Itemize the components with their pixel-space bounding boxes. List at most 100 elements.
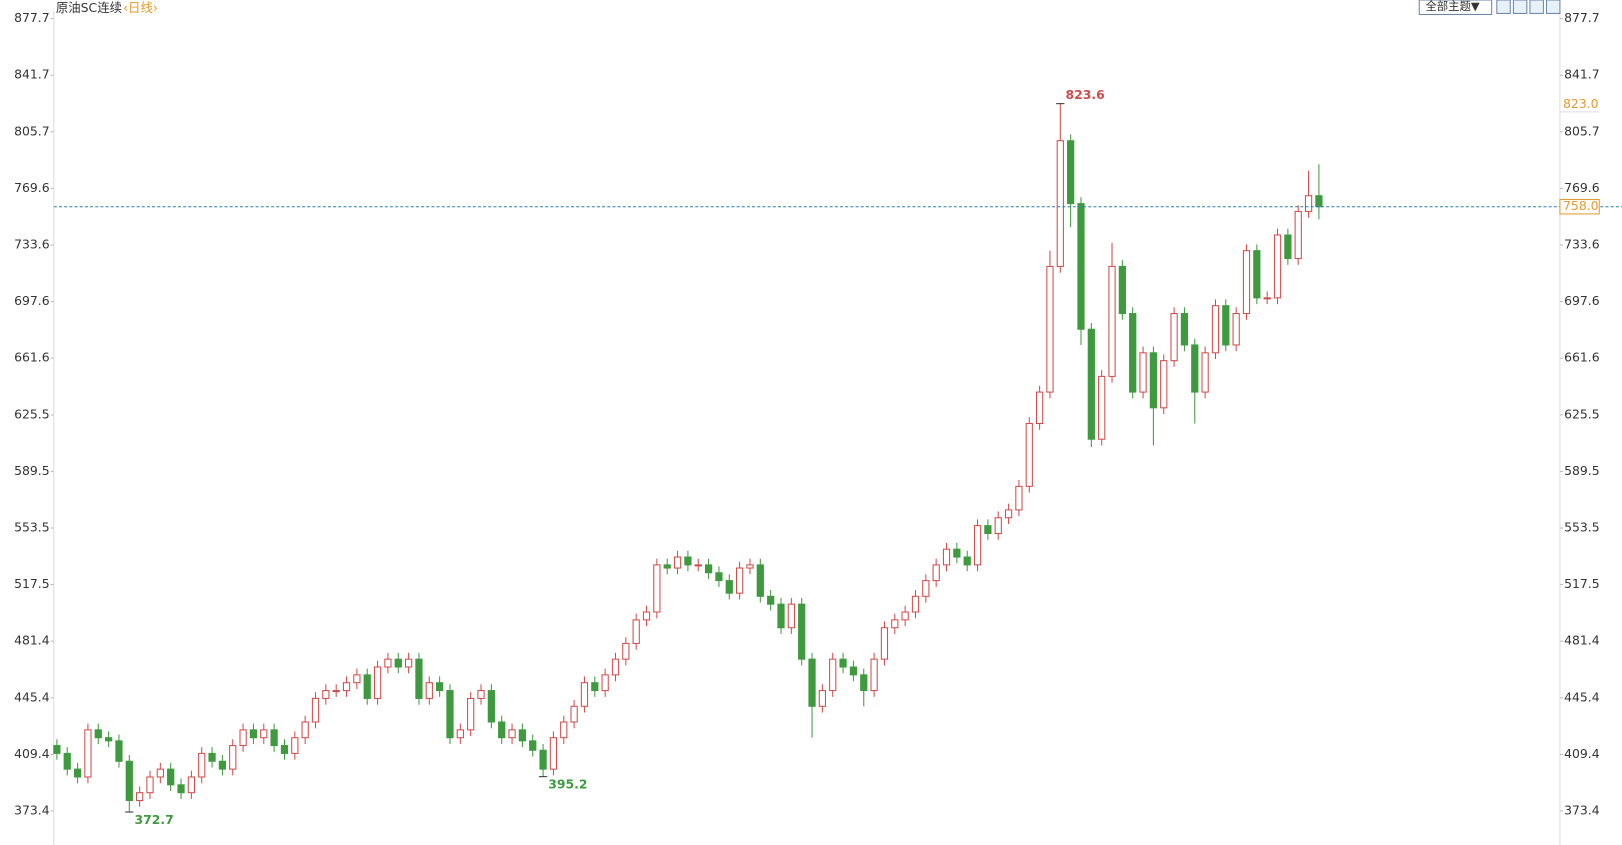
candle-body	[84, 729, 92, 778]
candle-body	[53, 745, 61, 754]
candle-body	[63, 752, 71, 770]
candle-body	[715, 572, 723, 582]
candle-body	[467, 697, 475, 731]
extreme-label: 823.6	[1065, 87, 1104, 102]
candle-body	[415, 658, 423, 699]
y-tick-label-right: 373.4	[1564, 802, 1600, 817]
price-label: 758.0	[1563, 198, 1599, 213]
extreme-label: 372.7	[134, 812, 173, 827]
candle-body	[1118, 265, 1126, 315]
candle-body	[1077, 203, 1085, 330]
candle-body	[736, 567, 744, 594]
y-tick-label: 805.7	[14, 123, 50, 138]
tool-icon[interactable]	[1529, 0, 1544, 14]
candle-body	[880, 627, 889, 660]
candle-body	[1304, 195, 1313, 212]
candle-body	[891, 619, 899, 629]
candle-body	[301, 721, 309, 739]
candle-body	[136, 792, 144, 802]
theme-button[interactable]	[1418, 0, 1493, 15]
y-tick-label-right: 805.7	[1564, 123, 1600, 138]
y-tick-label: 625.5	[14, 406, 50, 421]
candle-body	[746, 564, 754, 569]
candle-body	[1294, 210, 1302, 260]
candle-body	[270, 729, 278, 747]
candle-body	[1087, 328, 1095, 440]
y-tick-label-right: 625.5	[1564, 406, 1600, 421]
candle-body	[1149, 352, 1158, 409]
tool-icon[interactable]	[1545, 0, 1561, 14]
y-tick-label-right: 661.6	[1564, 350, 1600, 365]
candle-body	[518, 729, 527, 742]
tool-icon[interactable]	[1496, 0, 1511, 14]
candle-body	[249, 729, 258, 739]
candle-body	[363, 674, 371, 699]
y-tick-label: 877.7	[14, 10, 50, 25]
candle-body	[384, 658, 392, 668]
candle-body	[342, 682, 351, 692]
candle-body	[1191, 344, 1199, 393]
candle-body	[322, 690, 330, 699]
candle-body	[787, 603, 795, 629]
y-tick-label-right: 697.6	[1564, 293, 1600, 308]
candle-body	[115, 740, 123, 762]
candle-body	[860, 674, 868, 692]
candle-body	[839, 658, 847, 668]
candle-body	[208, 752, 216, 762]
candle-body	[994, 517, 1002, 534]
candle-body	[1315, 195, 1323, 208]
candle-body	[942, 548, 951, 566]
candle-body	[911, 595, 920, 613]
candle-body	[560, 721, 568, 739]
y-tick-label-right: 841.7	[1564, 67, 1600, 82]
candle-body	[218, 760, 227, 770]
candle-body	[1180, 313, 1189, 346]
candle-body	[1242, 250, 1251, 315]
y-tick-label-right: 517.5	[1564, 576, 1600, 591]
candle-body	[1201, 352, 1209, 393]
candle-body	[953, 548, 961, 558]
candle-body	[260, 729, 268, 739]
candle-body	[373, 666, 382, 699]
y-tick-label-right: 445.4	[1564, 689, 1600, 704]
candle-body	[870, 658, 878, 692]
y-tick-label-right: 733.6	[1564, 237, 1600, 252]
period-label: ‹日线›	[123, 0, 158, 15]
y-tick-label: 841.7	[14, 67, 50, 82]
candle-body	[156, 768, 164, 778]
y-tick-label: 409.4	[14, 746, 50, 761]
candle-body	[187, 776, 195, 794]
extreme-label: 395.2	[548, 776, 587, 791]
candle-body	[1211, 305, 1220, 354]
candle-body	[177, 784, 185, 794]
candle-body	[1160, 360, 1168, 409]
candle-body	[1025, 422, 1033, 487]
tool-icon[interactable]	[1512, 0, 1528, 14]
candle-body	[1015, 485, 1023, 511]
candle-body	[963, 556, 971, 566]
candle-body	[725, 580, 733, 594]
candle-body	[167, 768, 175, 786]
candle-body	[653, 564, 661, 613]
candle-body	[104, 737, 113, 742]
y-tick-label: 373.4	[14, 802, 50, 817]
candle-body	[1098, 375, 1106, 440]
candle-body	[601, 674, 609, 692]
candle-body	[611, 658, 620, 676]
y-tick-label-right: 481.4	[1564, 633, 1600, 648]
candle-body	[580, 682, 589, 707]
candle-body	[311, 697, 320, 723]
y-tick-label-right: 877.7	[1564, 10, 1600, 25]
candle-body	[591, 682, 599, 692]
candle-body	[1108, 265, 1116, 377]
candle-body	[1139, 352, 1147, 393]
candle-body	[529, 740, 537, 751]
candle-body	[777, 603, 785, 629]
candle-body	[829, 658, 837, 692]
candle-body	[146, 776, 154, 794]
candle-body	[239, 729, 247, 747]
y-tick-label-right: 769.6	[1564, 180, 1600, 195]
candle-body	[436, 682, 444, 692]
candle-body	[1222, 305, 1230, 346]
